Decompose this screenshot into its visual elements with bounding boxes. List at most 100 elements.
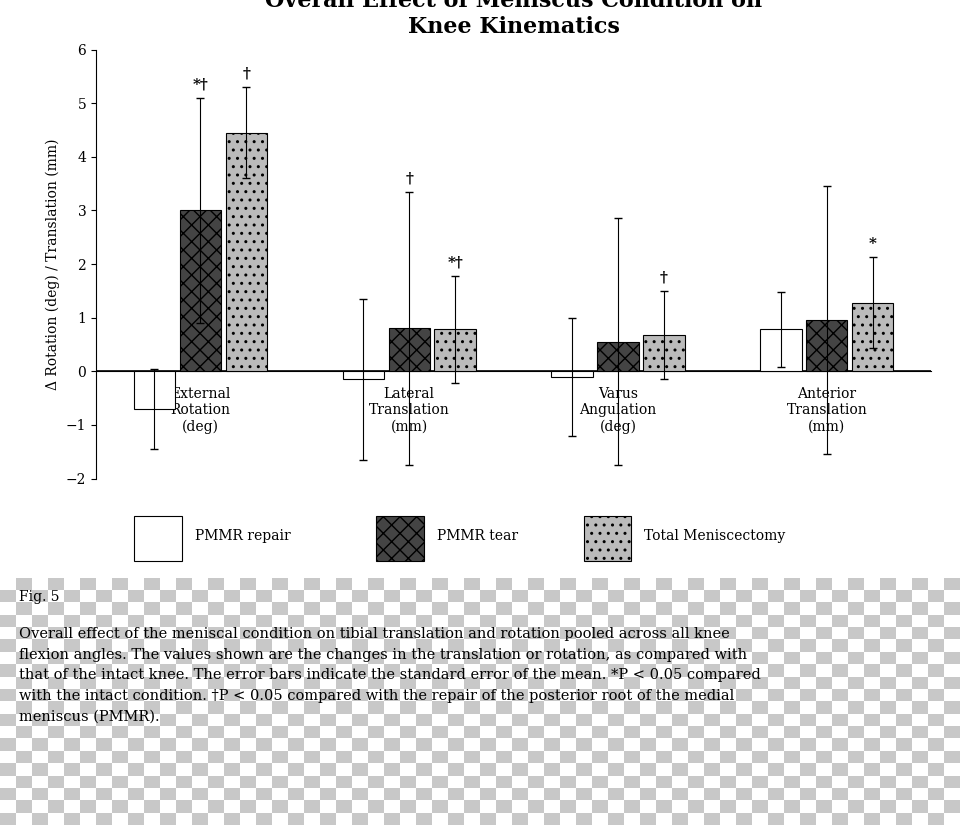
Bar [176,602,192,615]
Bar [528,701,544,714]
Bar [384,701,400,714]
Bar [368,627,384,639]
Bar [240,689,256,701]
Bar [544,776,560,788]
Bar [560,763,576,775]
Bar [752,738,768,751]
Bar [768,813,784,825]
Bar [576,639,592,652]
Bar [32,664,48,676]
Bar [64,701,80,714]
Bar [768,714,784,726]
Bar [528,813,544,825]
Bar [80,701,96,714]
Bar [0,726,16,738]
Bar [768,726,784,738]
Bar [176,590,192,602]
Bar [832,627,848,639]
Bar [192,788,208,800]
Bar [608,788,624,800]
Bar [368,639,384,652]
Bar [912,664,928,676]
Bar [944,639,960,652]
Bar [480,738,496,751]
Bar [656,714,672,726]
Bar [448,788,464,800]
Bar [880,714,896,726]
Bar [672,776,688,788]
Bar [512,800,528,813]
Bar [96,726,112,738]
Bar [96,639,112,652]
Bar [0,627,16,639]
Bar [272,738,288,751]
Bar [784,738,800,751]
Bar [160,639,176,652]
Bar [688,639,704,652]
Bar [16,689,32,701]
Bar [144,751,160,763]
Bar [816,751,832,763]
Bar [880,664,896,676]
Bar [272,676,288,689]
Bar [496,664,512,676]
Bar [768,701,784,714]
Bar [80,590,96,602]
Bar [672,602,688,615]
Bar [752,763,768,775]
Bar [576,602,592,615]
Bar [512,738,528,751]
Bar [560,776,576,788]
Bar [560,800,576,813]
Bar [608,676,624,689]
Bar [432,800,448,813]
Bar [880,590,896,602]
Bar [144,676,160,689]
Bar [704,676,720,689]
Bar [224,701,240,714]
Bar [816,776,832,788]
Bar [944,776,960,788]
Bar [80,639,96,652]
Bar [48,590,64,602]
Bar [736,800,752,813]
Bar [240,676,256,689]
Bar [112,813,128,825]
Bar [64,776,80,788]
Bar [224,652,240,664]
Bar [704,590,720,602]
Bar [64,751,80,763]
Bar [389,328,430,371]
Bar [432,627,448,639]
Bar [448,813,464,825]
Bar [48,751,64,763]
Text: PMMR tear: PMMR tear [437,530,518,543]
Bar [784,627,800,639]
Bar [432,701,448,714]
Bar [480,701,496,714]
Bar [384,664,400,676]
Bar [352,652,368,664]
Bar [512,676,528,689]
Bar [816,763,832,775]
Bar [704,776,720,788]
Bar [435,329,476,371]
Bar [832,689,848,701]
Bar [320,676,336,689]
Bar [672,578,688,590]
Bar [800,639,816,652]
Bar [304,639,320,652]
Bar [576,652,592,664]
Bar [656,664,672,676]
Bar [640,652,656,664]
Bar [896,701,912,714]
Bar [464,776,480,788]
Bar [144,738,160,751]
Bar [32,590,48,602]
Bar [400,689,416,701]
Bar [944,627,960,639]
Bar [912,751,928,763]
Bar [432,776,448,788]
Title: Overall Effect of Meniscus Condition on
Knee Kinematics: Overall Effect of Meniscus Condition on … [265,0,762,38]
Bar [224,578,240,590]
